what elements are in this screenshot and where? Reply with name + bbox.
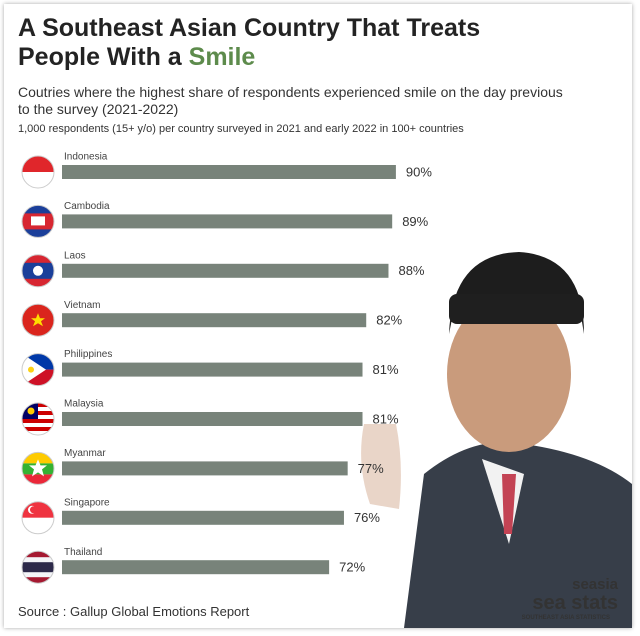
flag-part xyxy=(22,431,54,435)
flag-part xyxy=(27,407,35,415)
flag-part xyxy=(28,366,34,373)
value-label: 77% xyxy=(358,461,384,476)
value-label: 90% xyxy=(406,164,432,179)
logo-sub: SOUTHEAST ASIA STATISTICS xyxy=(521,615,610,621)
logo-main: sea stats xyxy=(532,592,618,614)
flag xyxy=(22,403,54,435)
flag-part xyxy=(22,517,54,534)
flag-ring xyxy=(21,353,55,387)
flag-ring xyxy=(21,204,55,238)
category-label: Thailand xyxy=(64,547,102,558)
bar xyxy=(62,412,363,426)
value-label: 76% xyxy=(354,510,380,525)
flag-part xyxy=(31,216,45,226)
source: Source : Gallup Global Emotions Report xyxy=(18,604,250,619)
flag xyxy=(22,254,54,287)
flag xyxy=(22,205,54,238)
title-line: People With a xyxy=(18,43,182,71)
flag xyxy=(22,304,54,337)
flag-part xyxy=(22,423,54,427)
bar xyxy=(62,510,344,525)
category-label: Philippines xyxy=(64,349,112,360)
flag-ring xyxy=(21,254,55,288)
flag-part xyxy=(22,562,54,573)
category-label: Malaysia xyxy=(64,399,104,410)
bar xyxy=(62,165,396,179)
bar xyxy=(62,263,389,278)
flag-ring xyxy=(21,155,55,189)
flag xyxy=(22,353,54,386)
flag-ring xyxy=(21,451,55,485)
value-label: 89% xyxy=(402,214,428,229)
bar xyxy=(62,560,330,575)
subtitle: Coutries where the highest share of resp… xyxy=(18,84,563,117)
flag-part xyxy=(22,452,54,464)
flag-part xyxy=(31,313,45,327)
category-label: Singapore xyxy=(64,497,110,508)
value-label: 81% xyxy=(373,362,399,377)
flag-part xyxy=(29,459,47,477)
logo-top: seasia xyxy=(572,576,618,593)
value-label: 82% xyxy=(376,313,402,328)
flag-part xyxy=(22,501,54,518)
flag xyxy=(22,501,54,534)
flag-ring xyxy=(21,303,55,337)
category-label: Myanmar xyxy=(64,448,106,459)
flag-part xyxy=(22,156,54,172)
flag-ring xyxy=(21,402,55,436)
infographic: Indonesia 90% Cambodia 89% Laos 88% Vietnam 82%… xyxy=(4,4,632,628)
flag xyxy=(22,156,54,188)
bar xyxy=(62,461,348,476)
bar xyxy=(62,362,363,377)
value-label: 88% xyxy=(398,263,424,278)
flag-ring xyxy=(21,550,55,584)
chart: Indonesia 90% Cambodia 89% Laos 88% Vietnam 82%… xyxy=(21,152,632,628)
title-highlight: Smile xyxy=(188,43,256,71)
category-label: Cambodia xyxy=(64,201,110,212)
bar xyxy=(62,313,367,328)
portrait xyxy=(361,252,632,628)
bar xyxy=(62,214,393,229)
flag xyxy=(22,452,54,485)
flag-part xyxy=(22,427,54,431)
category-label: Vietnam xyxy=(64,300,101,311)
chart-title: A Southeast Asian Country That Treats Peo… xyxy=(18,14,480,72)
flag-part xyxy=(22,172,54,188)
flag xyxy=(22,551,54,584)
flag-part xyxy=(22,419,54,423)
note: 1,000 respondents (15+ y/o) per country … xyxy=(18,123,464,135)
flag-part xyxy=(30,506,37,514)
category-label: Indonesia xyxy=(64,152,108,163)
title-line: A Southeast Asian Country That Treats xyxy=(18,14,481,42)
flag-ring xyxy=(21,501,55,535)
category-label: Laos xyxy=(64,250,86,261)
flag-part xyxy=(22,474,54,485)
value-label: 81% xyxy=(373,411,399,426)
flag-part xyxy=(33,265,43,276)
value-label: 72% xyxy=(339,560,365,575)
